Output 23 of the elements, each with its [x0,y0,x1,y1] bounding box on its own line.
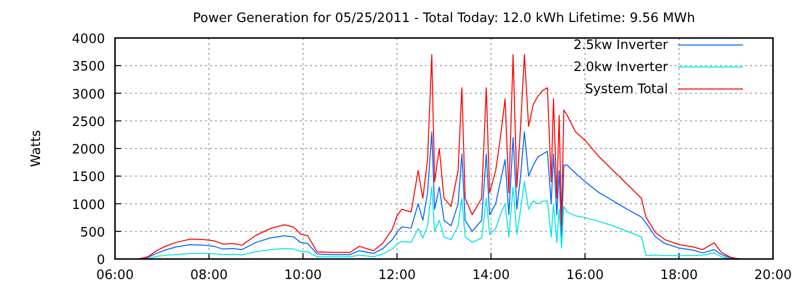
y-tick-label: 0 [96,253,105,268]
legend-label: 2.0kw Inverter [573,60,669,75]
x-tick-label: 16:00 [566,268,604,283]
y-tick-label: 1500 [72,170,105,186]
x-tick-label: 10:00 [284,268,322,283]
x-tick-label: 12:00 [378,268,416,283]
line-series [138,54,741,260]
y-tick-label: 3500 [72,60,105,75]
y-tick-label: 2500 [72,114,105,130]
x-tick-label: 08:00 [190,268,228,283]
x-tick-label: 20:00 [754,268,792,283]
y-tick-label: 4000 [72,32,105,47]
chart-title: Power Generation for 05/25/2011 - Total Today: 12.0 kWh Lifetime: 9.56 MWh [192,11,696,26]
y-tick-label: 500 [80,225,105,240]
x-tick-label: 14:00 [472,268,510,283]
y-axis-title: Watts [29,130,44,167]
legend-label: System Total [585,82,668,97]
x-tick-label: 18:00 [660,268,698,283]
x-tick-label: 06:00 [96,268,134,283]
y-tick-label: 2000 [72,142,105,158]
legend-label: 2.5kw Inverter [573,38,669,53]
y-tick-label: 3000 [72,87,105,102]
y-tick-label: 1000 [72,198,105,213]
